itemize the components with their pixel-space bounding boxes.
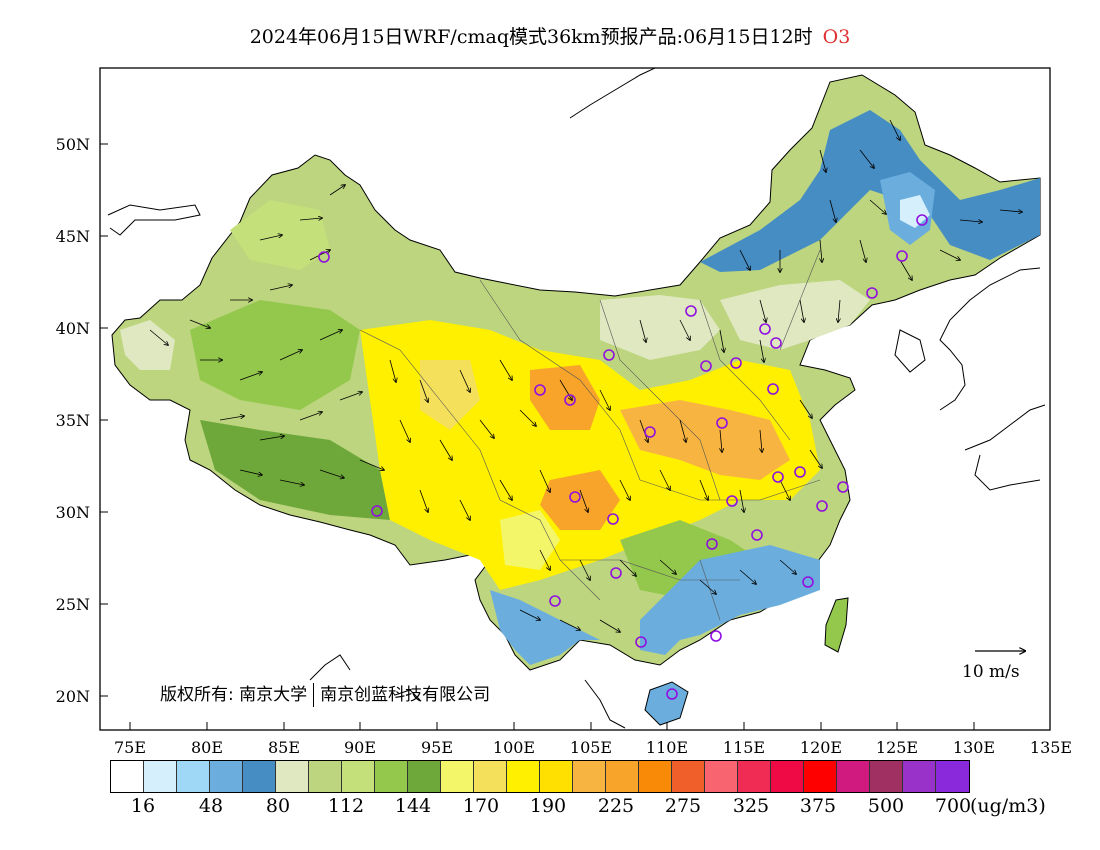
lon-label-110e: 110E — [645, 738, 689, 757]
lon-label-120e: 120E — [799, 738, 843, 757]
lat-label-20n: 20N — [55, 687, 90, 706]
legend-swatch — [474, 761, 507, 792]
lon-label-85e: 85E — [267, 738, 301, 757]
legend-swatch — [738, 761, 771, 792]
lat-label-50n: 50N — [55, 135, 90, 154]
legend-swatch — [408, 761, 441, 792]
legend-swatch — [903, 761, 936, 792]
legend-label-275: 275 — [664, 795, 702, 817]
coastlines — [107, 68, 1046, 729]
legend-label-700: 700 — [934, 795, 972, 817]
lat-label-40n: 40N — [55, 319, 90, 338]
wind-reference-label: 10 m/s — [962, 662, 1020, 682]
legend-swatch — [804, 761, 837, 792]
legend-swatch — [375, 761, 408, 792]
copyright-org-chuanglan: 南京创蓝科技有限公司 — [320, 685, 491, 705]
legend-label-48: 48 — [198, 795, 224, 817]
legend-swatch — [771, 761, 804, 792]
pollutant-label: O3 — [822, 26, 851, 48]
legend-swatch — [606, 761, 639, 792]
legend-swatch — [342, 761, 375, 792]
legend-swatch — [936, 761, 969, 792]
lon-label-125e: 125E — [875, 738, 919, 757]
legend-swatch — [705, 761, 738, 792]
legend-swatch — [672, 761, 705, 792]
concentration-zones — [120, 110, 1040, 665]
lat-label-35n: 35N — [55, 411, 90, 430]
legend-swatch — [639, 761, 672, 792]
legend-swatch — [441, 761, 474, 792]
taiwan-island — [824, 597, 849, 653]
copyright-org-nju: 南京大学 — [239, 685, 308, 705]
chart-title: 2024年06月15日WRF/cmaq模式36km预报产品:06月15日12时 O… — [0, 22, 1100, 49]
lon-label-80e: 80E — [190, 738, 224, 757]
legend-swatch — [243, 761, 276, 792]
map-frame — [99, 67, 1051, 731]
legend-label-500: 500 — [867, 795, 905, 817]
copyright-separator — [313, 683, 315, 707]
legend-swatch — [507, 761, 540, 792]
lon-label-95e: 95E — [420, 738, 454, 757]
lon-label-75e: 75E — [113, 738, 147, 757]
legend-swatch — [870, 761, 903, 792]
copyright-note: 版权所有: 南京大学 南京创蓝科技有限公司 — [160, 680, 490, 707]
title-text: 2024年06月15日WRF/cmaq模式36km预报产品:06月15日12时 — [249, 26, 813, 48]
lat-label-30n: 30N — [55, 503, 90, 522]
lon-label-105e: 105E — [569, 738, 613, 757]
legend-label-144: 144 — [394, 795, 432, 817]
legend-swatch — [144, 761, 177, 792]
lon-label-100e: 100E — [492, 738, 536, 757]
copyright-owner-label: 版权所有: — [160, 685, 234, 705]
legend-label-375: 375 — [799, 795, 837, 817]
legend-swatch — [111, 761, 144, 792]
legend-label-190: 190 — [529, 795, 567, 817]
lat-label-25n: 25N — [55, 595, 90, 614]
legend-swatch — [309, 761, 342, 792]
legend-swatch — [837, 761, 870, 792]
lon-label-130e: 130E — [952, 738, 996, 757]
lat-label-45n: 45N — [55, 227, 90, 246]
legend-label-112: 112 — [327, 795, 365, 817]
lon-label-90e: 90E — [343, 738, 377, 757]
legend-unit: (ug/m3) — [970, 795, 1046, 817]
legend-label-325: 325 — [732, 795, 770, 817]
legend-swatch — [276, 761, 309, 792]
wind-vectors — [149, 119, 1022, 632]
legend-label-170: 170 — [462, 795, 500, 817]
lon-label-115e: 115E — [722, 738, 766, 757]
legend-swatch — [573, 761, 606, 792]
legend-label-225: 225 — [597, 795, 635, 817]
province-borders — [359, 249, 821, 621]
city-markers — [318, 214, 928, 700]
legend-label-80: 80 — [265, 795, 291, 817]
lon-label-135e: 135E — [1029, 738, 1073, 757]
hainan-island — [644, 681, 689, 726]
color-legend — [110, 760, 970, 793]
legend-swatch — [210, 761, 243, 792]
axis-ticks — [100, 143, 975, 730]
legend-swatch — [540, 761, 573, 792]
legend-swatch — [177, 761, 210, 792]
legend-label-16: 16 — [130, 795, 156, 817]
